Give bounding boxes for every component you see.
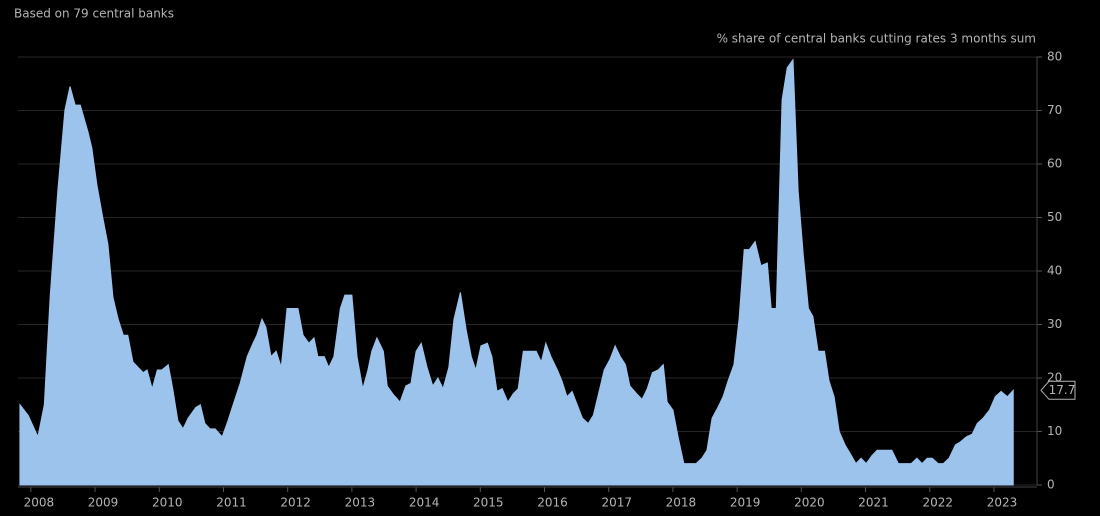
y-tick-label: 40 (1047, 264, 1062, 278)
x-tick-label: 2009 (88, 496, 119, 510)
x-tick-label: 2010 (152, 496, 183, 510)
x-tick-label: 2013 (345, 496, 376, 510)
area (19, 58, 1014, 486)
y-tick-label: 0 (1047, 478, 1055, 492)
y-tick-label: 50 (1047, 210, 1062, 224)
last-value-callout (1040, 380, 1076, 400)
x-tick-label: 2020 (794, 496, 825, 510)
y-tick-label: 10 (1047, 424, 1062, 438)
x-tick-label: 2014 (409, 496, 440, 510)
y-tick-label: 80 (1047, 50, 1062, 64)
x-tick-label: 2018 (666, 496, 697, 510)
x-tick-label: 2015 (473, 496, 504, 510)
x-tick-label: 2016 (537, 496, 568, 510)
y-tick-label: 70 (1047, 103, 1062, 117)
x-tick-label: 2008 (24, 496, 55, 510)
x-tick-label: 2021 (858, 496, 889, 510)
y-tick-label: 30 (1047, 317, 1062, 331)
y-axis-label: % share of central banks cutting rates 3… (717, 32, 1036, 46)
x-tick-label: 2011 (216, 496, 247, 510)
x-tick-label: 2022 (922, 496, 953, 510)
x-tick-label: 2012 (280, 496, 311, 510)
x-tick-label: 2023 (987, 496, 1018, 510)
last-value-label: 17.7 (1049, 383, 1076, 397)
x-tick-label: 2017 (601, 496, 632, 510)
y-tick-label: 60 (1047, 157, 1062, 171)
x-tick-label: 2019 (730, 496, 761, 510)
chart-subtitle: Based on 79 central banks (14, 7, 174, 21)
